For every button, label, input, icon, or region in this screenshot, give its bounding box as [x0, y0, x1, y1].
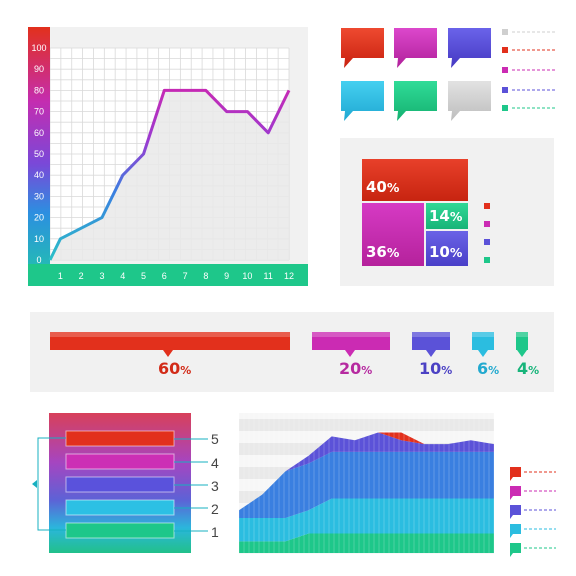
- bar-60: [50, 332, 290, 357]
- y-tick-label: 90: [34, 64, 44, 74]
- bar-label-4: 4%: [517, 359, 540, 378]
- y-tick-label: 0: [36, 255, 41, 265]
- legend-marker: [502, 105, 508, 111]
- x-tick-label: 12: [284, 271, 294, 281]
- bar-10: [412, 332, 450, 357]
- legend-marker: [502, 29, 508, 35]
- y-tick-label: 30: [34, 191, 44, 201]
- bar-label-6: 6%: [477, 359, 500, 378]
- bar-20: [312, 332, 390, 357]
- list-bracket: [37, 437, 66, 531]
- area-legend-marker: [510, 543, 521, 557]
- x-tick-label: 10: [242, 271, 252, 281]
- callout-cyan: [341, 81, 384, 121]
- x-tick-label: 4: [120, 271, 125, 281]
- legend-marker: [502, 47, 508, 53]
- bar-highlight: [50, 332, 290, 337]
- treemap-legend-marker: [484, 239, 490, 245]
- y-tick-label: 80: [34, 85, 44, 95]
- callout-magenta: [394, 28, 437, 68]
- area-legend-marker: [510, 467, 521, 481]
- area-series-1: [239, 533, 494, 553]
- bar-highlight: [472, 332, 494, 337]
- treemap-label-36: 36%: [366, 243, 400, 261]
- x-tick-label: 2: [79, 271, 84, 281]
- y-tick-label: 10: [34, 234, 44, 244]
- list-number-5: 5: [211, 431, 219, 447]
- treemap-label-40: 40%: [366, 178, 400, 196]
- area-legend-marker: [510, 524, 521, 538]
- list-number-3: 3: [211, 478, 219, 494]
- treemap-label-10: 10%: [429, 243, 463, 261]
- treemap-block-10: [426, 231, 468, 266]
- list-number-2: 2: [211, 501, 219, 517]
- y-tick-label: 20: [34, 213, 44, 223]
- x-tick-label: 1: [58, 271, 63, 281]
- data-line: [48, 88, 291, 261]
- bar-panel: [30, 312, 554, 392]
- bar-4: [516, 332, 528, 357]
- y-tick-label: 70: [34, 107, 44, 117]
- area-legend-marker: [510, 486, 521, 500]
- area-series-3: [239, 451, 494, 518]
- bar-label-60: 60%: [158, 359, 192, 378]
- x-tick-label: 9: [224, 271, 229, 281]
- list-bracket-arrow: [32, 480, 37, 488]
- y-axis-bar: [28, 27, 50, 275]
- list-number-1: 1: [211, 524, 219, 540]
- area-series-2: [239, 498, 494, 542]
- y-tick-label: 60: [34, 128, 44, 138]
- treemap-label-14: 14%: [429, 207, 463, 225]
- treemap-block-40: [362, 159, 468, 201]
- callout-green: [394, 81, 437, 121]
- treemap-legend-marker: [484, 221, 490, 227]
- bar-highlight: [516, 332, 528, 337]
- y-tick-label: 40: [34, 170, 44, 180]
- bar-highlight: [312, 332, 390, 337]
- legend-marker: [502, 87, 508, 93]
- area-legend-marker: [510, 505, 521, 519]
- treemap-legend-marker: [484, 257, 490, 263]
- x-tick-label: 5: [141, 271, 146, 281]
- list-number-4: 4: [211, 455, 219, 471]
- legend-marker: [502, 67, 508, 73]
- y-tick-label: 100: [31, 43, 46, 53]
- x-axis-bar: [28, 264, 308, 286]
- bar-label-10: 10%: [419, 359, 453, 378]
- callout-indigo: [448, 28, 491, 68]
- treemap-legend-marker: [484, 203, 490, 209]
- background-stripe: [239, 419, 494, 431]
- line-area-fill: [50, 90, 289, 261]
- callout-gray: [448, 81, 491, 121]
- x-tick-label: 3: [99, 271, 104, 281]
- bar-highlight: [412, 332, 450, 337]
- y-tick-label: 50: [34, 149, 44, 159]
- bar-6: [472, 332, 494, 357]
- x-tick-label: 7: [183, 271, 188, 281]
- x-tick-label: 8: [203, 271, 208, 281]
- area-series-4: [239, 432, 494, 511]
- treemap-block-36: [362, 203, 424, 266]
- x-tick-label: 6: [162, 271, 167, 281]
- callout-red: [341, 28, 384, 68]
- bar-label-20: 20%: [339, 359, 373, 378]
- treemap-block-14: [426, 203, 468, 229]
- x-tick-label: 11: [264, 271, 273, 281]
